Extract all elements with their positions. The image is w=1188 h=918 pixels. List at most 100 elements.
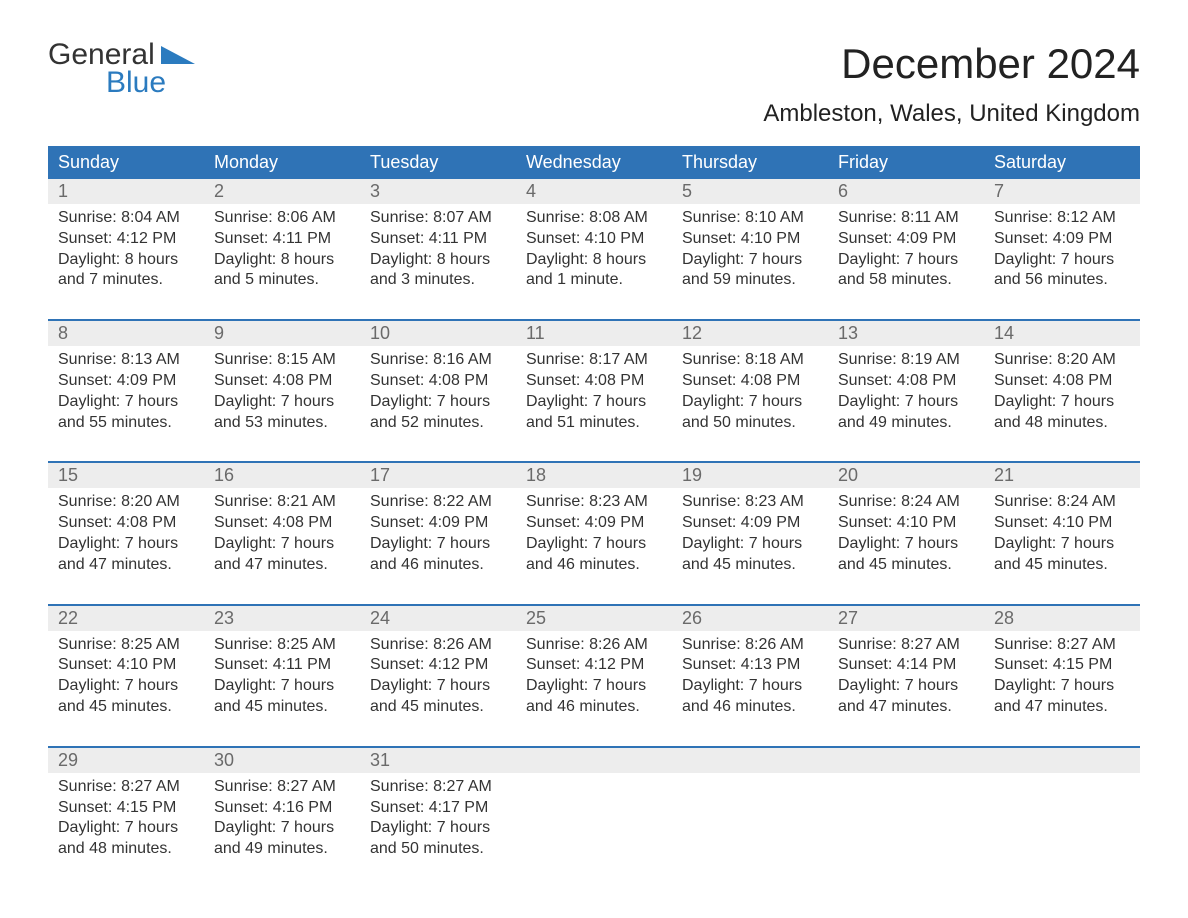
weekday-header-row: SundayMondayTuesdayWednesdayThursdayFrid… [48, 146, 1140, 179]
daylight-text: Daylight: 7 hours [994, 392, 1130, 413]
day-data-row: Sunrise: 8:13 AMSunset: 4:09 PMDaylight:… [48, 346, 1140, 433]
daylight-text: Daylight: 7 hours [58, 534, 194, 555]
daylight-text: Daylight: 7 hours [838, 534, 974, 555]
weekday-header: Friday [828, 146, 984, 179]
daylight-text: Daylight: 7 hours [682, 392, 818, 413]
sunset-text: Sunset: 4:08 PM [994, 371, 1130, 392]
day-cell: Sunrise: 8:23 AMSunset: 4:09 PMDaylight:… [672, 488, 828, 575]
day-number: 2 [204, 179, 360, 204]
daylight-text: Daylight: 7 hours [526, 534, 662, 555]
daylight-text: and 48 minutes. [994, 413, 1130, 434]
brand-line2: Blue [106, 68, 195, 98]
day-cell [672, 773, 828, 860]
day-number-row: 1234567 [48, 179, 1140, 204]
day-cell: Sunrise: 8:07 AMSunset: 4:11 PMDaylight:… [360, 204, 516, 291]
daylight-text: and 59 minutes. [682, 270, 818, 291]
weekday-header: Wednesday [516, 146, 672, 179]
daylight-text: Daylight: 7 hours [682, 676, 818, 697]
day-number: 12 [672, 321, 828, 346]
week-row: 1234567Sunrise: 8:04 AMSunset: 4:12 PMDa… [48, 179, 1140, 291]
title-block: December 2024 Ambleston, Wales, United K… [763, 40, 1140, 128]
daylight-text: Daylight: 7 hours [838, 250, 974, 271]
day-number: 1 [48, 179, 204, 204]
daylight-text: Daylight: 7 hours [994, 676, 1130, 697]
daylight-text: Daylight: 8 hours [214, 250, 350, 271]
daylight-text: Daylight: 7 hours [214, 534, 350, 555]
day-cell: Sunrise: 8:20 AMSunset: 4:08 PMDaylight:… [984, 346, 1140, 433]
sunrise-text: Sunrise: 8:21 AM [214, 492, 350, 513]
day-cell: Sunrise: 8:19 AMSunset: 4:08 PMDaylight:… [828, 346, 984, 433]
daylight-text: Daylight: 7 hours [370, 534, 506, 555]
daylight-text: Daylight: 7 hours [58, 818, 194, 839]
sunset-text: Sunset: 4:15 PM [994, 655, 1130, 676]
daylight-text: Daylight: 7 hours [214, 818, 350, 839]
day-cell: Sunrise: 8:17 AMSunset: 4:08 PMDaylight:… [516, 346, 672, 433]
daylight-text: and 50 minutes. [370, 839, 506, 860]
sunrise-text: Sunrise: 8:27 AM [838, 635, 974, 656]
sunset-text: Sunset: 4:16 PM [214, 798, 350, 819]
day-cell: Sunrise: 8:26 AMSunset: 4:12 PMDaylight:… [360, 631, 516, 718]
daylight-text: and 56 minutes. [994, 270, 1130, 291]
day-cell [516, 773, 672, 860]
sunset-text: Sunset: 4:09 PM [526, 513, 662, 534]
day-number-row: 293031 [48, 748, 1140, 773]
daylight-text: Daylight: 7 hours [526, 392, 662, 413]
day-cell: Sunrise: 8:24 AMSunset: 4:10 PMDaylight:… [984, 488, 1140, 575]
sunrise-text: Sunrise: 8:07 AM [370, 208, 506, 229]
daylight-text: Daylight: 7 hours [994, 534, 1130, 555]
day-number: 13 [828, 321, 984, 346]
day-cell [828, 773, 984, 860]
day-number: 31 [360, 748, 516, 773]
sunset-text: Sunset: 4:17 PM [370, 798, 506, 819]
day-cell: Sunrise: 8:11 AMSunset: 4:09 PMDaylight:… [828, 204, 984, 291]
daylight-text: Daylight: 7 hours [214, 676, 350, 697]
day-number: 21 [984, 463, 1140, 488]
day-cell: Sunrise: 8:26 AMSunset: 4:12 PMDaylight:… [516, 631, 672, 718]
day-cell: Sunrise: 8:26 AMSunset: 4:13 PMDaylight:… [672, 631, 828, 718]
daylight-text: and 47 minutes. [58, 555, 194, 576]
day-cell: Sunrise: 8:12 AMSunset: 4:09 PMDaylight:… [984, 204, 1140, 291]
sunset-text: Sunset: 4:12 PM [370, 655, 506, 676]
daylight-text: Daylight: 7 hours [682, 250, 818, 271]
day-number: 6 [828, 179, 984, 204]
sunrise-text: Sunrise: 8:25 AM [214, 635, 350, 656]
daylight-text: Daylight: 7 hours [838, 676, 974, 697]
daylight-text: and 50 minutes. [682, 413, 818, 434]
sunset-text: Sunset: 4:08 PM [58, 513, 194, 534]
daylight-text: and 7 minutes. [58, 270, 194, 291]
sunrise-text: Sunrise: 8:26 AM [526, 635, 662, 656]
daylight-text: Daylight: 8 hours [58, 250, 194, 271]
daylight-text: and 46 minutes. [526, 555, 662, 576]
sunrise-text: Sunrise: 8:27 AM [58, 777, 194, 798]
day-number: 5 [672, 179, 828, 204]
day-cell: Sunrise: 8:13 AMSunset: 4:09 PMDaylight:… [48, 346, 204, 433]
sunrise-text: Sunrise: 8:15 AM [214, 350, 350, 371]
day-cell: Sunrise: 8:18 AMSunset: 4:08 PMDaylight:… [672, 346, 828, 433]
daylight-text: and 58 minutes. [838, 270, 974, 291]
sunrise-text: Sunrise: 8:20 AM [58, 492, 194, 513]
day-cell: Sunrise: 8:20 AMSunset: 4:08 PMDaylight:… [48, 488, 204, 575]
day-cell: Sunrise: 8:24 AMSunset: 4:10 PMDaylight:… [828, 488, 984, 575]
day-number: 16 [204, 463, 360, 488]
daylight-text: and 47 minutes. [838, 697, 974, 718]
sunset-text: Sunset: 4:11 PM [370, 229, 506, 250]
daylight-text: Daylight: 7 hours [58, 676, 194, 697]
day-cell: Sunrise: 8:25 AMSunset: 4:11 PMDaylight:… [204, 631, 360, 718]
sunrise-text: Sunrise: 8:26 AM [370, 635, 506, 656]
sunrise-text: Sunrise: 8:13 AM [58, 350, 194, 371]
daylight-text: Daylight: 7 hours [214, 392, 350, 413]
sunrise-text: Sunrise: 8:06 AM [214, 208, 350, 229]
daylight-text: Daylight: 7 hours [994, 250, 1130, 271]
week-row: 22232425262728Sunrise: 8:25 AMSunset: 4:… [48, 604, 1140, 718]
day-number: 23 [204, 606, 360, 631]
sunrise-text: Sunrise: 8:22 AM [370, 492, 506, 513]
day-number [672, 748, 828, 773]
weekday-header: Monday [204, 146, 360, 179]
week-row: 293031Sunrise: 8:27 AMSunset: 4:15 PMDay… [48, 746, 1140, 860]
day-number: 18 [516, 463, 672, 488]
header: General Blue December 2024 Ambleston, Wa… [48, 40, 1140, 128]
day-number: 10 [360, 321, 516, 346]
daylight-text: and 48 minutes. [58, 839, 194, 860]
daylight-text: Daylight: 7 hours [370, 676, 506, 697]
day-cell: Sunrise: 8:06 AMSunset: 4:11 PMDaylight:… [204, 204, 360, 291]
